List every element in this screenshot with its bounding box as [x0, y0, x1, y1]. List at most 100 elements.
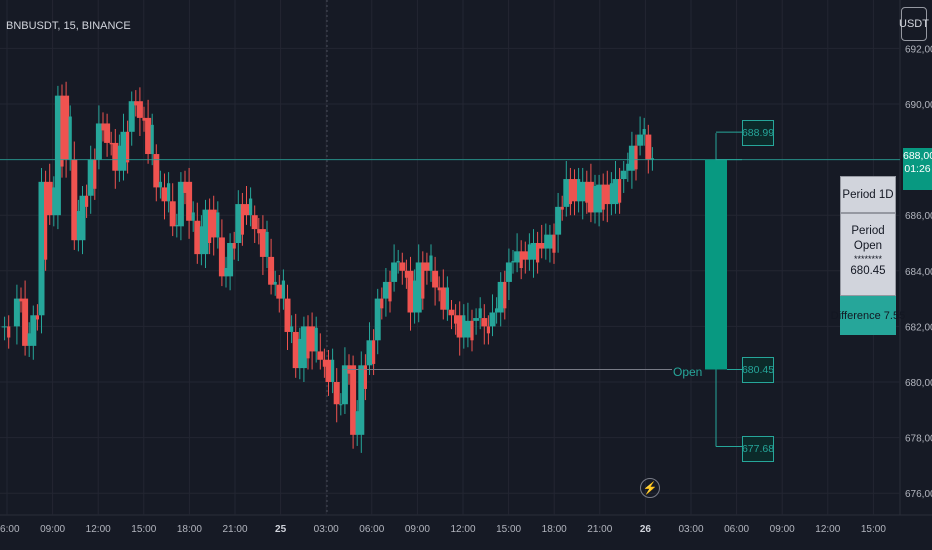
- period-open-value: 680.45: [850, 265, 886, 277]
- candle-body: [117, 145, 121, 171]
- candle-body: [194, 220, 201, 255]
- candle-body: [522, 251, 529, 260]
- candle-body: [276, 284, 283, 299]
- x-tick-label: 15:00: [131, 524, 156, 535]
- candle-body: [134, 101, 138, 106]
- candle-body: [650, 158, 654, 160]
- candle-body: [552, 234, 556, 253]
- x-tick-label: 09:00: [40, 524, 65, 535]
- candle-body: [448, 309, 455, 316]
- candle-body: [618, 179, 622, 203]
- candle-body: [259, 229, 266, 257]
- candle-body: [628, 145, 635, 171]
- symbol-title: BNBUSDT, 15, BINANCE: [6, 20, 131, 32]
- candle-body: [158, 181, 162, 188]
- candle-body: [306, 326, 310, 359]
- candle-body: [183, 181, 187, 193]
- candle-body: [161, 187, 168, 202]
- x-tick-label: 09:00: [770, 524, 795, 535]
- x-tick-label: 06:00: [0, 524, 20, 535]
- candle-body: [85, 195, 89, 207]
- y-tick-label: 686,00: [905, 211, 932, 222]
- candle-body: [325, 359, 332, 382]
- candle-body: [35, 315, 39, 320]
- period-open-label: Period Open: [851, 225, 885, 252]
- candle-body: [577, 179, 581, 202]
- y-tick-label: 680,00: [905, 378, 932, 389]
- candles: [1, 81, 654, 453]
- candle-body: [454, 315, 458, 324]
- candle-body: [511, 261, 515, 263]
- candle-body: [363, 365, 367, 389]
- candle-body: [210, 209, 217, 238]
- candle-body: [339, 404, 343, 406]
- currency-button[interactable]: USDT: [899, 7, 929, 41]
- candle-body: [527, 244, 531, 260]
- candle-body: [604, 184, 611, 205]
- candle-body: [167, 183, 171, 202]
- candle-body: [333, 382, 340, 405]
- candle-body: [292, 331, 299, 369]
- candle-body: [380, 298, 384, 309]
- candle-body: [555, 206, 562, 235]
- candle-body: [473, 318, 480, 321]
- x-tick-label: 06:00: [724, 524, 749, 535]
- difference-box: Difference 7.55: [831, 296, 905, 335]
- candle-body: [560, 206, 564, 210]
- candle-body: [199, 226, 203, 255]
- candle-body: [432, 270, 439, 288]
- candle-body: [128, 101, 135, 132]
- high-bracket: [715, 133, 742, 161]
- x-tick-label: 12:00: [815, 524, 840, 535]
- candle-body: [68, 116, 72, 160]
- candle-body: [216, 212, 220, 238]
- candle-body: [153, 154, 160, 188]
- candle-body: [232, 243, 236, 249]
- low-flag: 677.68: [742, 436, 774, 462]
- candle-body: [87, 159, 94, 196]
- candle-body: [388, 281, 392, 302]
- candle-body: [440, 287, 447, 310]
- candle-body: [601, 184, 605, 210]
- candle-body: [38, 181, 45, 316]
- candle-body: [358, 365, 365, 435]
- candle-body: [415, 262, 422, 313]
- candle-body: [273, 281, 277, 285]
- candle-body: [396, 261, 400, 263]
- x-tick-label: 06:00: [359, 524, 384, 535]
- candle-body: [489, 312, 496, 327]
- candle-body: [46, 181, 53, 216]
- candle-body: [300, 326, 307, 369]
- period-open-box: Period Open ******** 680.45: [840, 213, 896, 296]
- candle-body: [478, 308, 482, 319]
- candle-body: [445, 287, 449, 310]
- candle-body: [126, 131, 130, 163]
- candle-body: [366, 340, 373, 366]
- lightning-icon[interactable]: ⚡: [640, 478, 660, 498]
- x-tick-label: 21:00: [222, 524, 247, 535]
- candle-body: [322, 359, 326, 367]
- candle-body: [571, 179, 578, 202]
- candle-body: [101, 123, 105, 131]
- candle-body: [612, 179, 619, 205]
- candle-body: [257, 229, 261, 234]
- candle-body: [19, 298, 23, 302]
- candle-body: [169, 201, 176, 227]
- candle-body: [284, 298, 291, 332]
- y-tick-label: 692,00: [905, 44, 932, 55]
- candle-body: [464, 320, 471, 338]
- candle-body: [186, 181, 193, 221]
- candle-body: [546, 234, 553, 249]
- candle-body: [191, 212, 195, 221]
- candle-body: [637, 134, 644, 146]
- candle-body: [372, 340, 376, 364]
- candle-body: [52, 187, 56, 216]
- candle-body: [150, 124, 154, 155]
- candle-body: [54, 95, 61, 216]
- candle-body: [95, 123, 102, 160]
- candle-body: [634, 145, 638, 170]
- candle-body: [142, 117, 146, 121]
- candle-body: [13, 298, 20, 327]
- candle-body: [341, 365, 348, 405]
